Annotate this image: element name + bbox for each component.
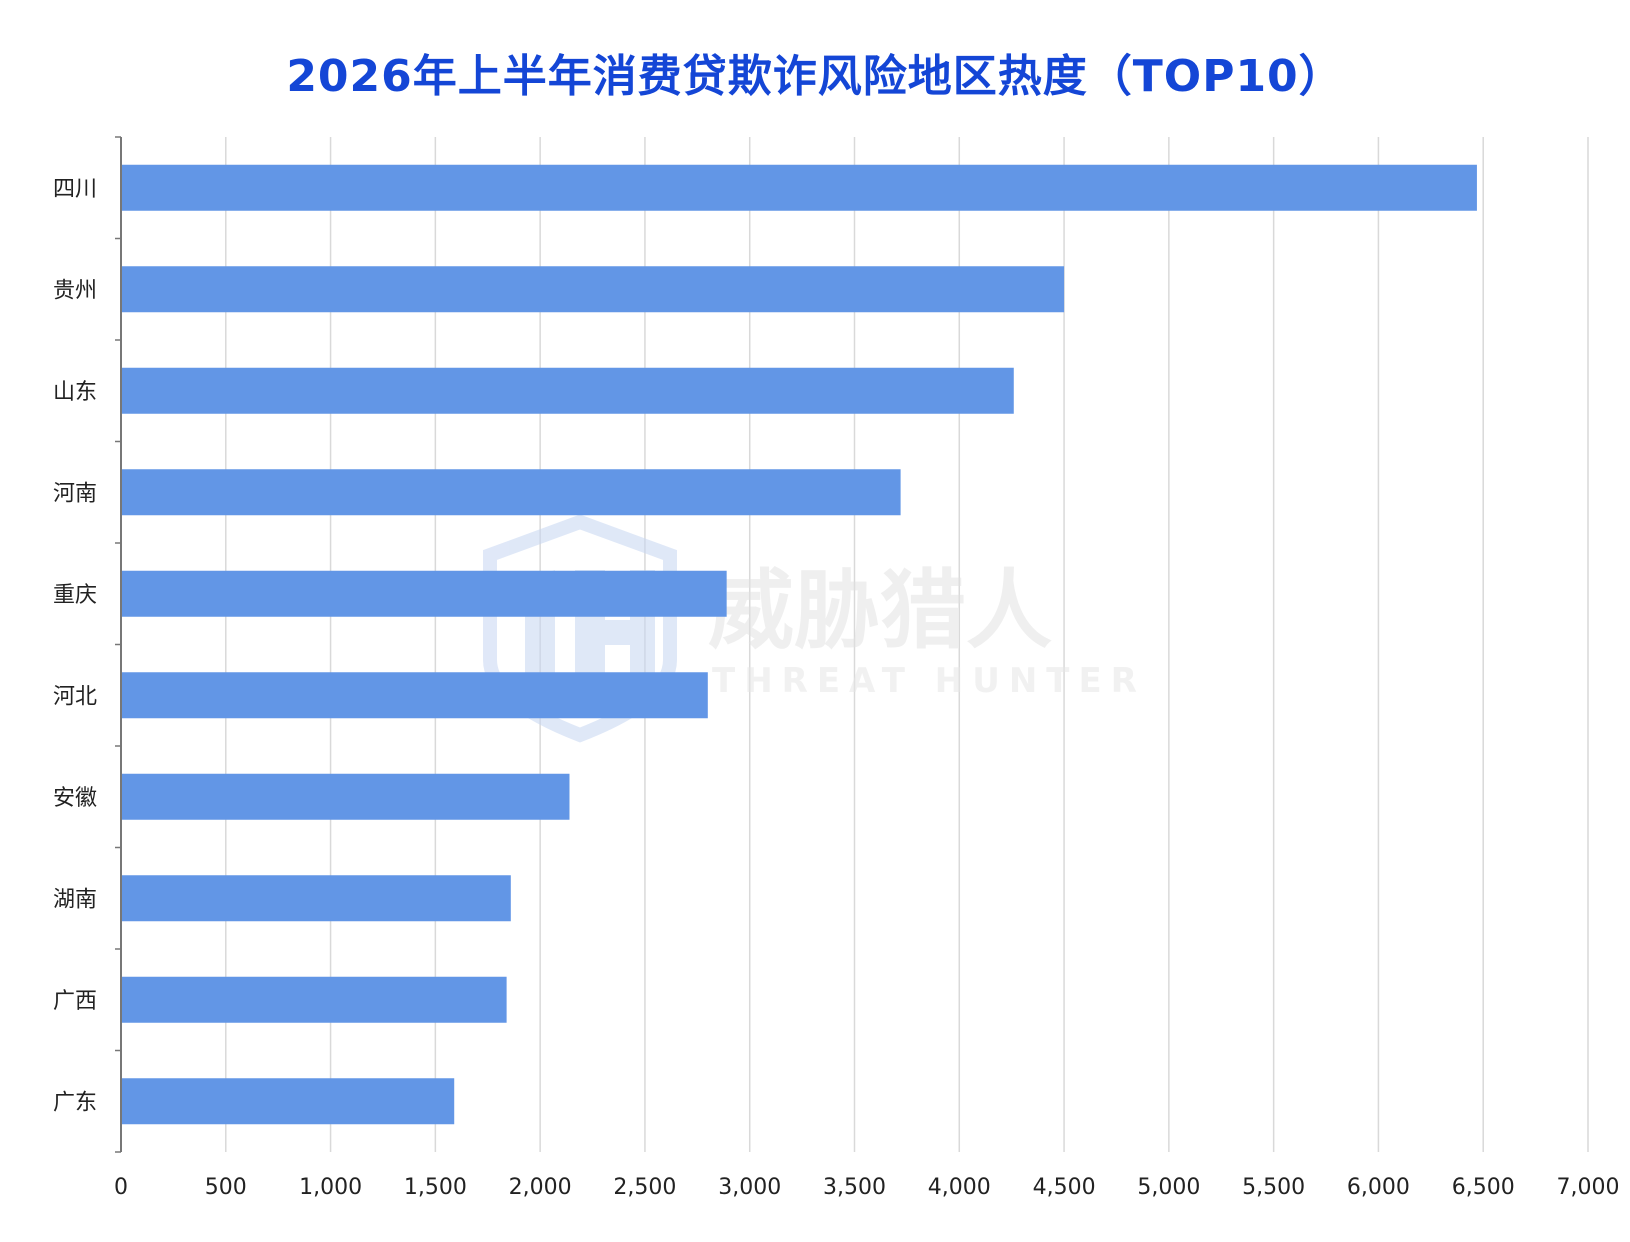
x-tick-label: 3,500 <box>823 1175 886 1200</box>
category-label: 四川 <box>53 177 97 202</box>
x-tick-label: 5,000 <box>1137 1175 1200 1200</box>
bar <box>121 875 511 922</box>
x-tick-label: 3,000 <box>718 1175 781 1200</box>
category-label: 安徽 <box>53 786 97 811</box>
bar <box>121 976 507 1023</box>
watermark-en: THREAT HUNTER <box>712 661 1146 701</box>
bars <box>121 164 1477 1125</box>
category-label: 河南 <box>53 481 97 506</box>
category-label: 湖南 <box>53 887 97 912</box>
x-tick-label: 500 <box>205 1175 247 1200</box>
x-tick-label: 6,500 <box>1452 1175 1515 1200</box>
bar <box>121 266 1065 313</box>
category-label: 贵州 <box>53 278 97 303</box>
bar <box>121 672 708 719</box>
axes <box>115 136 122 1153</box>
category-label: 重庆 <box>53 583 97 608</box>
x-tick-label: 5,500 <box>1242 1175 1305 1200</box>
x-tick-label: 1,000 <box>299 1175 362 1200</box>
category-label: 广东 <box>53 1090 97 1115</box>
bar <box>121 367 1014 414</box>
chart-title: 2026年上半年消费贷欺诈风险地区热度（TOP10） <box>286 51 1344 102</box>
x-tick-label: 7,000 <box>1557 1175 1620 1200</box>
category-label: 河北 <box>53 684 97 709</box>
bar <box>121 469 901 516</box>
bar <box>121 570 727 617</box>
x-tick-label: 2,000 <box>509 1175 572 1200</box>
x-tick-label: 0 <box>114 1175 128 1200</box>
bar <box>121 1078 455 1125</box>
x-tick-labels: 0 500 1,000 1,500 2,000 2,500 3,000 3,500 4,000 4… <box>114 1175 1619 1200</box>
x-tick-label: 2,500 <box>613 1175 676 1200</box>
x-tick-label: 4,000 <box>928 1175 991 1200</box>
bar <box>121 164 1477 211</box>
x-tick-label: 6,000 <box>1347 1175 1410 1200</box>
x-tick-label: 4,500 <box>1033 1175 1096 1200</box>
category-label: 广西 <box>53 989 97 1014</box>
x-tick-label: 1,500 <box>404 1175 467 1200</box>
watermark-cn: 威胁猎人 <box>708 561 1052 661</box>
category-label: 山东 <box>53 380 97 405</box>
bar <box>121 773 570 820</box>
